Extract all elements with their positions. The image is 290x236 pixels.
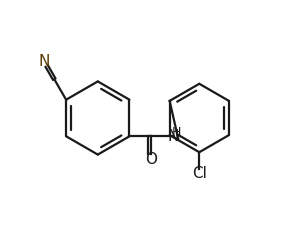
Text: H: H — [171, 126, 181, 139]
Text: Cl: Cl — [192, 166, 207, 181]
Text: N: N — [168, 129, 179, 144]
Text: N: N — [38, 54, 50, 69]
Text: O: O — [145, 152, 157, 167]
